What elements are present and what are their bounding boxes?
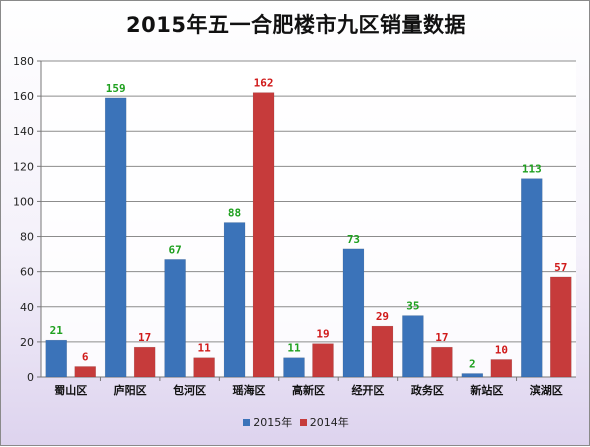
y-tick-label: 80 — [20, 231, 34, 244]
y-tick-label: 100 — [13, 195, 34, 208]
data-label: 2 — [469, 357, 476, 370]
data-label: 88 — [228, 207, 241, 220]
bar-2015年-蜀山区 — [45, 339, 67, 378]
bar-2015年-新站区 — [461, 373, 484, 378]
x-tick-label: 滨湖区 — [530, 383, 563, 397]
data-label: 17 — [435, 331, 448, 344]
bar-2014年-经开区 — [371, 325, 394, 378]
bar-2014年-新站区 — [490, 359, 513, 378]
bar-2014年-庐阳区 — [133, 346, 156, 378]
bar-2015年-经开区 — [342, 248, 365, 378]
data-label: 29 — [376, 310, 389, 323]
plot-area — [41, 61, 576, 377]
bar-2014年-蜀山区 — [74, 366, 96, 378]
x-tick-label: 庐阳区 — [114, 383, 147, 397]
legend-swatch-2015 — [243, 419, 251, 426]
y-tick-label: 40 — [20, 301, 34, 314]
data-label: 35 — [406, 300, 419, 313]
bar-2014年-政务区 — [431, 346, 453, 378]
bar-2015年-滨湖区 — [521, 178, 543, 378]
x-tick-label: 经开区 — [351, 383, 384, 397]
legend-label-2015: 2015年 — [253, 416, 293, 429]
y-tick-label: 180 — [13, 55, 34, 68]
data-label: 159 — [106, 82, 126, 95]
x-tick-label: 政务区 — [411, 383, 444, 397]
bar-2015年-高新区 — [283, 357, 305, 378]
data-label: 11 — [197, 342, 211, 355]
bar-2015年-庐阳区 — [104, 97, 127, 378]
legend-item-2014: 2014年 — [299, 414, 349, 430]
y-tick-label: 160 — [13, 90, 34, 103]
bar-2015年-瑶海区 — [223, 222, 246, 378]
y-tick-label: 20 — [20, 336, 34, 349]
legend-item-2015: 2015年 — [243, 414, 292, 430]
legend-label-2014: 2014年 — [309, 416, 349, 429]
data-label: 57 — [554, 261, 567, 274]
y-tick-label: 0 — [27, 371, 34, 384]
data-label: 162 — [254, 77, 274, 90]
data-label: 11 — [287, 342, 301, 355]
bar-2015年-政务区 — [402, 315, 424, 378]
chart-legend: 2015年 2014年 — [1, 414, 590, 430]
chart-title: 2015年五一合肥楼市九区销量数据 — [126, 13, 466, 37]
x-tick-label: 瑶海区 — [233, 383, 266, 397]
x-tick-label: 蜀山区 — [54, 383, 87, 397]
data-label: 73 — [347, 233, 360, 246]
bar-2014年-瑶海区 — [252, 92, 275, 378]
data-label: 6 — [82, 350, 89, 363]
data-label: 113 — [522, 163, 542, 176]
data-label: 19 — [316, 328, 329, 341]
bar-2014年-高新区 — [312, 343, 334, 378]
data-label: 21 — [50, 324, 64, 337]
x-tick-label: 新站区 — [470, 383, 503, 397]
data-label: 10 — [495, 343, 508, 356]
data-label: 67 — [168, 243, 181, 256]
bar-2014年-包河区 — [193, 357, 215, 378]
y-tick-label: 60 — [20, 266, 34, 279]
y-tick-label: 120 — [13, 160, 34, 173]
bar-2014年-滨湖区 — [550, 276, 572, 378]
x-tick-label: 包河区 — [172, 383, 206, 397]
data-label: 17 — [138, 331, 151, 344]
x-tick-label: 高新区 — [292, 383, 325, 397]
y-tick-label: 140 — [13, 125, 34, 138]
bar-2015年-包河区 — [164, 259, 186, 378]
legend-swatch-2014 — [299, 419, 307, 426]
